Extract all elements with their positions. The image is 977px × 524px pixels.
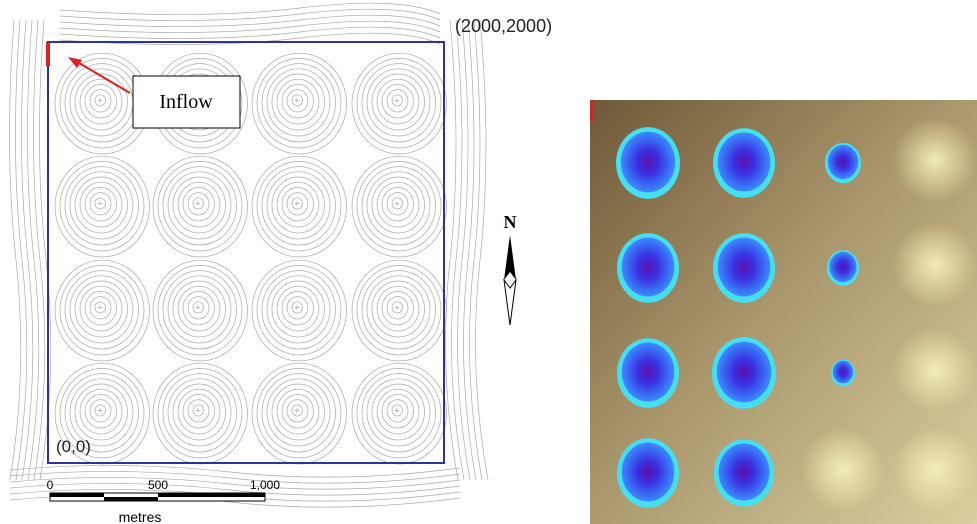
- light-spot: [801, 428, 885, 512]
- scale-segment: [104, 497, 158, 501]
- contour: [15, 20, 26, 480]
- contour: [60, 15, 440, 26]
- hill-mark: +: [294, 303, 300, 314]
- inflow-marker: [590, 100, 593, 122]
- scale-segment: [50, 493, 104, 497]
- hill-mark: +: [394, 406, 400, 417]
- spot-core: [719, 444, 770, 501]
- hill-mark: +: [97, 96, 103, 107]
- scale-segment: [158, 493, 265, 497]
- contour: [10, 471, 460, 483]
- contour: [470, 20, 483, 480]
- spot-core: [621, 132, 675, 193]
- hill-mark: +: [394, 199, 400, 210]
- hill-mark: +: [195, 303, 201, 314]
- hill-mark: +: [97, 199, 103, 210]
- contour: [21, 20, 32, 480]
- contour: [60, 21, 440, 32]
- hill-mark: +: [97, 406, 103, 417]
- figure: ++++++++++++++++ Inflow (2000,2000) (0,0…: [0, 0, 977, 524]
- light-spot: [893, 328, 977, 412]
- contour: [464, 20, 477, 480]
- contour: [39, 20, 50, 480]
- contour: [60, 9, 440, 20]
- hill-mark: +: [294, 406, 300, 417]
- spot-core: [829, 252, 856, 282]
- spot-core: [718, 133, 771, 192]
- hill-mark: +: [195, 406, 201, 417]
- scale-label: 500: [148, 478, 168, 492]
- contour: [9, 20, 20, 480]
- light-spot: [893, 223, 977, 307]
- spot-core: [622, 343, 675, 402]
- light-spot: [893, 428, 977, 512]
- hill-mark: +: [195, 199, 201, 210]
- hill-mark: +: [97, 303, 103, 314]
- hill-mark: +: [394, 303, 400, 314]
- arrow-north: [504, 235, 516, 280]
- inflow-label: Inflow: [159, 91, 213, 113]
- contour: [27, 20, 38, 480]
- hill-mark: +: [394, 96, 400, 107]
- hill-mark: +: [294, 96, 300, 107]
- contour: [60, 27, 440, 38]
- scale-bar: 0 500 1,000 metres: [47, 478, 281, 524]
- spot-core: [622, 238, 675, 297]
- scale-label: 0: [47, 478, 54, 492]
- contour: [476, 20, 489, 480]
- contour: [452, 20, 465, 480]
- spot-core: [828, 145, 859, 179]
- arrow-south: [504, 280, 516, 325]
- scale-unit: metres: [119, 509, 162, 524]
- simulation-panel: [590, 100, 977, 524]
- contour-map: ++++++++++++++++: [9, 3, 488, 507]
- contour: [10, 477, 460, 489]
- contour: [458, 20, 471, 480]
- spot-core: [833, 361, 853, 384]
- north-arrow: N: [504, 212, 517, 325]
- origin-label: (0,0): [56, 437, 91, 456]
- north-label: N: [504, 212, 517, 232]
- light-spot: [893, 118, 977, 202]
- spot-core: [622, 443, 675, 502]
- contour: [446, 20, 459, 480]
- contour: [60, 3, 440, 14]
- corner-label: (2000,2000): [455, 16, 552, 36]
- contour: [10, 465, 460, 477]
- contour: [33, 20, 44, 480]
- scale-label: 1,000: [250, 478, 280, 492]
- hill-mark: +: [294, 199, 300, 210]
- spot-core: [718, 238, 771, 297]
- spot-core: [717, 342, 771, 403]
